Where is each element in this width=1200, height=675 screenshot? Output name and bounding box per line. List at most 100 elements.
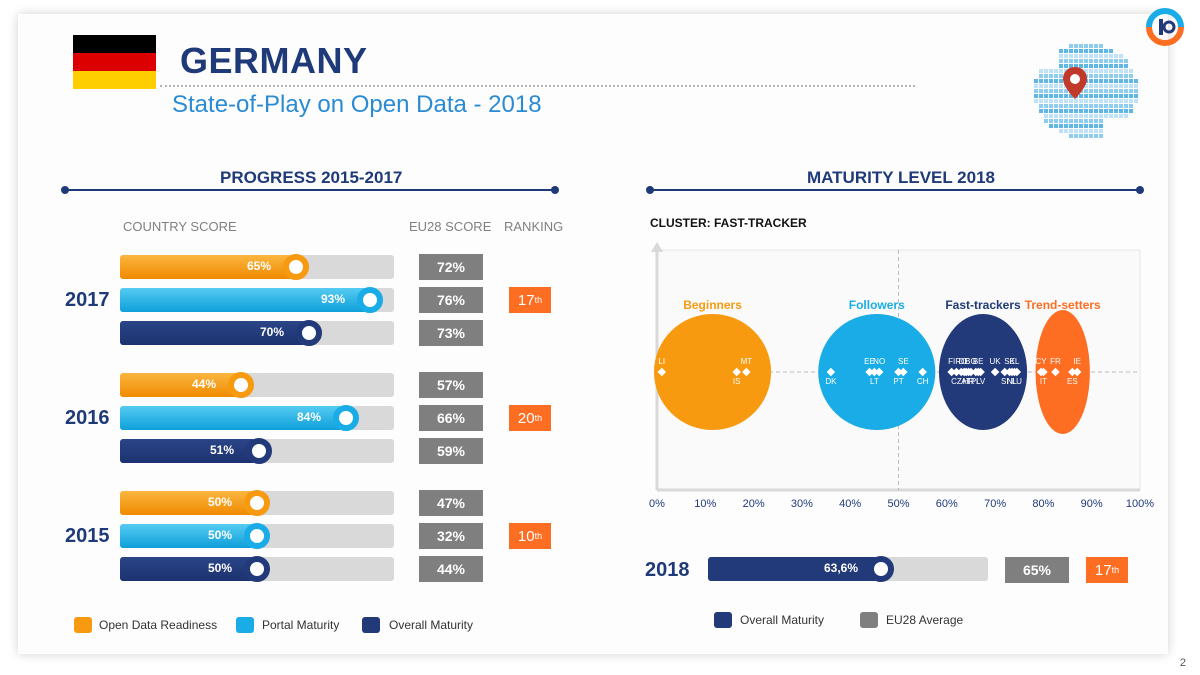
col-country-score: COUNTRY SCORE <box>123 219 237 234</box>
page-number: 2 <box>1179 657 1186 669</box>
maturity-rank-num: 17 <box>1094 561 1112 579</box>
x-tick-label: 20% <box>743 498 765 510</box>
x-tick-label: 50% <box>887 498 909 510</box>
flag-stripe-gold <box>73 71 156 89</box>
score-bar-track-overall: 51% <box>120 438 394 464</box>
score-bar-knob <box>244 556 270 582</box>
country-label: AT <box>961 377 971 386</box>
score-bar-value: 70% <box>259 325 284 339</box>
legend-overall-2018: Overall Maturity <box>740 613 825 627</box>
score-bar-fill-readiness <box>120 491 262 515</box>
year-label-2016: 2016 <box>65 407 110 429</box>
eu28-score-box: 76% <box>419 287 483 313</box>
country-point <box>959 367 969 377</box>
flag-stripe-black <box>73 35 156 53</box>
country-point <box>1068 367 1077 377</box>
legend-readiness: Open Data Readiness <box>99 618 218 632</box>
country-point <box>826 367 836 377</box>
country-label: EL <box>1010 357 1020 366</box>
country-label: CZ <box>951 377 962 386</box>
rule-dot <box>1136 186 1144 194</box>
eu28-score-box: 59% <box>419 438 483 464</box>
country-label: EE <box>864 357 875 366</box>
cluster-label: Fast-trackers <box>945 298 1021 312</box>
score-bar-knob <box>228 372 254 398</box>
country-label: LT <box>870 377 879 386</box>
country-label: CH <box>917 377 929 386</box>
country-point <box>947 367 956 377</box>
progress-rule <box>65 189 555 191</box>
country-label: RO <box>955 357 967 366</box>
x-tick-label: 80% <box>1032 498 1054 510</box>
country-label: LI <box>658 357 665 366</box>
rank-suffix: th <box>534 531 543 541</box>
x-tick-label: 90% <box>1081 498 1103 510</box>
maturity-bar-knob <box>868 556 894 582</box>
maturity-bar-value: 63,6% <box>823 561 858 575</box>
cluster-label: Trend-setters <box>1025 298 1101 312</box>
cluster-label: Followers <box>849 298 905 312</box>
maturity-bar-fill <box>708 557 886 581</box>
country-label: IT <box>1040 377 1047 386</box>
country-label: CY <box>1035 357 1047 366</box>
country-point <box>742 367 751 377</box>
country-label: NO <box>873 357 885 366</box>
maturity-rule <box>650 189 1140 191</box>
country-label: PL <box>971 377 981 386</box>
country-point <box>976 367 985 377</box>
cluster-ellipse <box>1035 310 1090 434</box>
score-bar-fill-portal <box>120 288 375 312</box>
title-divider <box>160 85 915 87</box>
country-label: DE <box>959 357 970 366</box>
score-bar-fill-readiness <box>120 373 246 397</box>
legend-swatch-overall-2018 <box>714 612 732 628</box>
score-bar-value: 44% <box>191 377 216 391</box>
europe-map-icon <box>1034 44 1138 138</box>
country-point <box>657 367 667 377</box>
eu28-score-box: 44% <box>419 556 483 582</box>
score-bar-track-readiness: 65% <box>120 254 394 280</box>
legend-portal: Portal Maturity <box>262 618 340 632</box>
country-label: LV <box>976 377 986 386</box>
eu28-score-box: 32% <box>419 523 483 549</box>
score-bar-fill-overall <box>120 321 314 345</box>
country-label: HR <box>963 377 975 386</box>
score-bar-value: 51% <box>209 443 234 457</box>
eu28-score-box: 72% <box>419 254 483 280</box>
score-bar-value: 50% <box>207 561 232 575</box>
country-label: BE <box>973 357 984 366</box>
country-label: IS <box>733 377 741 386</box>
cluster-label: CLUSTER: FAST-TRACKER <box>650 216 807 230</box>
maturity-scatter-chart: 0% 10% 20% 30% 40% 50% 60% 70% 80% 90% 100% Beginne… <box>649 242 1154 510</box>
country-point <box>899 367 908 377</box>
legend-swatch-portal <box>236 617 254 633</box>
score-bar-fill-readiness <box>120 255 301 279</box>
score-bar-track-overall: 50% <box>120 556 394 582</box>
country-label: MT <box>741 357 753 366</box>
country-point <box>874 367 884 377</box>
country-point <box>918 367 927 377</box>
x-tick-label: 30% <box>791 498 813 510</box>
maturity-bar-track: 63,6% <box>708 556 988 582</box>
eu28-score-box: 47% <box>419 490 483 516</box>
maturity-year: 2018 <box>645 559 690 581</box>
score-bar-fill-overall <box>120 439 264 463</box>
rank-suffix: th <box>534 413 543 423</box>
rank-suffix: th <box>534 295 543 305</box>
country-label: FR <box>1050 357 1061 366</box>
progress-section-title: PROGRESS 2015-2017 <box>220 168 403 187</box>
x-tick-label: 10% <box>694 498 716 510</box>
score-bar-track-portal: 84% <box>120 405 394 431</box>
col-eu28-score: EU28 SCORE <box>409 219 492 234</box>
col-ranking: RANKING <box>504 219 564 234</box>
country-label: IE <box>1073 357 1081 366</box>
score-bar-value: 93% <box>320 292 345 306</box>
x-tick-label: 40% <box>839 498 861 510</box>
country-label: NL <box>1007 377 1018 386</box>
x-tick-label: 70% <box>984 498 1006 510</box>
country-label: LU <box>1012 377 1022 386</box>
score-bar-fill-portal <box>120 406 351 430</box>
